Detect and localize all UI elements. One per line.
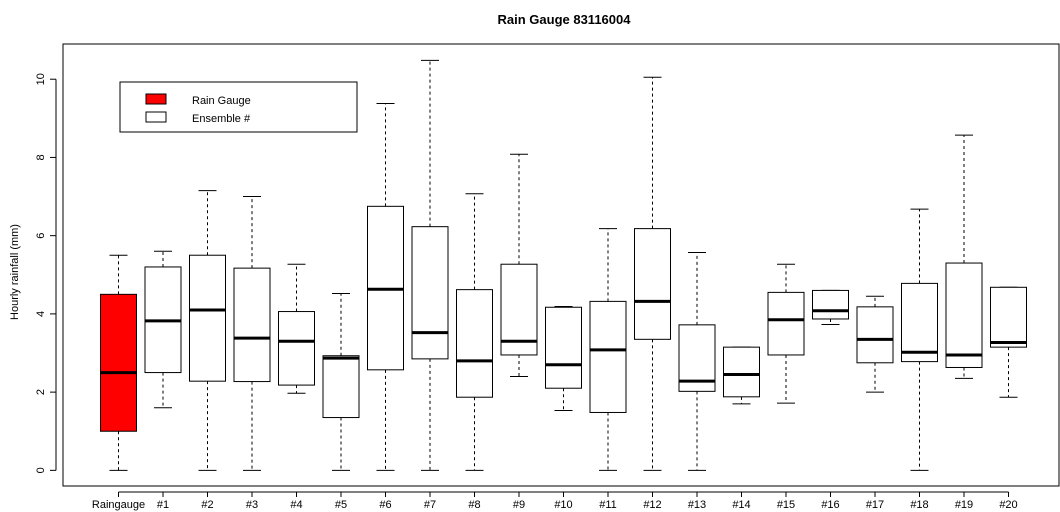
y-tick-label: 6 [35,233,47,239]
x-tick-label: #14 [732,499,750,511]
x-tick-label: #12 [643,499,661,511]
y-tick-label: 10 [35,73,47,85]
box-iqr [456,289,493,398]
x-tick-label: #16 [821,499,839,511]
y-tick-label: 2 [35,389,47,395]
box-iqr [723,346,760,398]
box-iqr [322,355,360,419]
box-ensemble-8 [456,193,493,471]
box-ensemble-10 [545,305,582,412]
box-ensemble-2 [189,190,226,471]
legend-swatch-rain-gauge [145,93,167,105]
x-axis: Raingauge #1 #2 #3 #4 #5 #6 #7 #8 #9 #10 #11 #12 #13 #… [92,491,1018,511]
box-iqr [945,262,983,368]
box-ensemble-13 [678,251,716,471]
x-tick-label: #17 [866,499,884,511]
box-ensemble-19 [945,134,983,379]
legend-label-ensemble: Ensemble # [192,113,251,125]
box-ensemble-18 [901,208,938,471]
box-iqr [856,306,894,364]
box-iqr [812,289,849,320]
box-iqr [100,293,137,432]
x-tick-label: #4 [290,499,302,511]
box-iqr [990,286,1027,348]
box-ensemble-3 [233,196,271,471]
y-axis: 0 2 4 6 8 10 [35,73,57,473]
box-ensemble-15 [767,263,805,404]
x-tick-label: #5 [335,499,347,511]
x-tick-label: #10 [554,499,572,511]
box-iqr [189,254,226,382]
x-tick-label: Raingauge [92,499,145,511]
x-tick-label: #6 [379,499,391,511]
box-ensemble-4 [278,263,315,394]
box-ensemble-6 [367,102,404,471]
box-iqr [901,282,938,363]
legend: Rain Gauge Ensemble # [119,81,358,133]
box-iqr [589,300,627,413]
x-tick-label: #11 [599,499,617,511]
box-ensemble-7 [411,59,449,471]
x-tick-label: #3 [246,499,258,511]
y-tick-label: 0 [35,467,47,473]
y-axis-label: Hourly rainfall (mm) [9,224,21,320]
box-ensemble-11 [589,228,627,471]
box-ensemble-17 [856,295,894,393]
x-tick-label: #19 [955,499,973,511]
box-iqr [545,306,582,389]
box-ensemble-12 [634,76,671,471]
x-tick-label: #18 [910,499,928,511]
box-ensemble-14 [723,346,760,405]
x-tick-label: #8 [468,499,480,511]
legend-box [119,81,358,133]
y-tick-label: 8 [35,154,47,160]
box-ensemble-16 [812,289,849,325]
box-ensemble-5 [322,293,360,471]
plot-frame [62,43,1060,487]
x-tick-label: #7 [424,499,436,511]
x-tick-label: #1 [157,499,169,511]
box-ensemble-20 [990,286,1027,398]
box-ensemble-9 [500,153,538,377]
x-tick-label: #20 [999,499,1017,511]
box-iqr [278,311,315,386]
box-series [100,59,1027,471]
box-iqr [634,228,671,340]
x-tick-label: #15 [777,499,795,511]
x-tick-label: #9 [513,499,525,511]
x-tick-label: #2 [201,499,213,511]
chart-title: Rain Gauge 83116004 [498,12,632,27]
y-tick-label: 4 [35,311,47,317]
x-tick-label: #13 [688,499,706,511]
legend-label-rain-gauge: Rain Gauge [192,95,251,107]
box-iqr [767,291,805,356]
box-ensemble-1 [144,250,182,409]
box-raingauge [100,254,137,471]
legend-swatch-ensemble [145,111,167,123]
box-iqr [411,226,449,360]
box-iqr [233,267,271,383]
